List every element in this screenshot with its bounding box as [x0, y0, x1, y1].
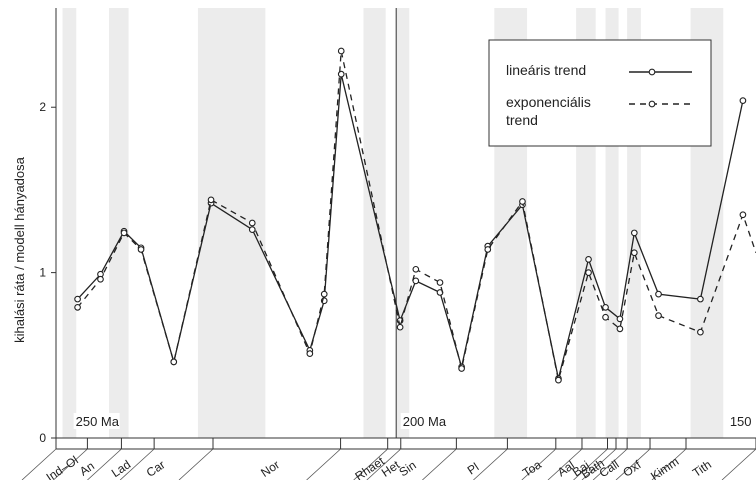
stage-label-Sin: Sin	[396, 458, 418, 479]
time-label: 200 Ma	[403, 414, 447, 429]
stage-label-Tith: Tith	[690, 457, 714, 480]
stage-boundary-slant-9	[473, 448, 508, 480]
series-1-point-3	[137, 246, 145, 253]
series-1-point-19	[616, 325, 624, 333]
y-tick-label-0: 0	[39, 431, 46, 445]
series-0-point-6	[248, 226, 256, 233]
series-1-point-10	[396, 323, 404, 331]
series-1-point-8	[320, 290, 328, 298]
stage-label-Nor: Nor	[258, 457, 282, 479]
series-1-point-7	[306, 350, 314, 358]
series-0-point-9	[337, 70, 345, 78]
series-0-point-0	[74, 295, 81, 303]
stage-boundary-slant-11	[547, 448, 583, 480]
legend-label-linear: lineáris trend	[506, 62, 586, 78]
stage-label-Ind–Ol: Ind–Ol	[44, 453, 81, 480]
stage-label-Toa: Toa	[520, 457, 544, 480]
time-label: 250 Ma	[76, 414, 120, 429]
series-1-point-1	[97, 275, 104, 283]
stage-boundary-slant-10	[521, 448, 557, 480]
stage-boundary-slant-15	[615, 448, 651, 480]
series-1-point-21	[655, 312, 662, 319]
stage-label-Lad: Lad	[109, 457, 133, 480]
stage-boundary-slant-4	[178, 448, 214, 480]
stage-band-0	[62, 8, 77, 438]
series-0-point-11	[412, 277, 420, 285]
series-1-point-2	[120, 229, 128, 237]
series-0-point-23	[739, 97, 747, 104]
series-1-point-23	[739, 211, 747, 219]
stage-band-4	[396, 8, 410, 438]
series-0-point-20	[630, 229, 638, 237]
stage-boundary-slant-17	[721, 448, 756, 480]
series-lines	[74, 47, 756, 384]
series-1-point-18	[602, 313, 609, 321]
series-1-point-6	[248, 219, 256, 227]
legend-marker-exponential	[648, 100, 656, 108]
series-0-point-21	[655, 290, 662, 298]
time-label: 150 Ma	[730, 414, 756, 429]
time-label-bg-0	[73, 413, 120, 429]
series-0-point-19	[616, 315, 624, 323]
time-label-bg-2	[727, 413, 756, 429]
legend: lineáris trend exponenciális trend	[488, 39, 712, 147]
y-axis: kihalási ráta / modell hányadosa 0 1 2	[12, 100, 56, 445]
series-0-point-17	[585, 256, 592, 263]
series-1-point-12	[436, 279, 444, 286]
series-1-point-5	[207, 196, 215, 204]
series-0-point-18	[602, 303, 609, 311]
stage-band-3	[363, 8, 386, 438]
time-label-bg-1	[400, 413, 447, 429]
stage-boundary-slant-13	[581, 448, 617, 480]
series-1-point-4	[170, 358, 178, 366]
series-1-point-11	[412, 265, 420, 273]
stage-boundary-slant-5	[306, 448, 341, 480]
plot-frame	[55, 8, 756, 439]
stage-boundary-slant-1	[53, 448, 88, 480]
stage-label-An: An	[77, 459, 97, 479]
stage-boundary-slant-14	[592, 448, 628, 480]
stage-boundary-slant-6	[353, 448, 388, 480]
stage-label-Car: Car	[144, 457, 168, 479]
stage-boundary-slant-0	[21, 448, 57, 480]
stage-label-Oxf: Oxf	[620, 457, 644, 479]
y-tick-label-2: 2	[39, 100, 46, 114]
time-labels: 250 Ma 200 Ma 150 Ma	[73, 413, 756, 429]
series-1-point-9	[337, 47, 345, 55]
y-axis-label: kihalási ráta / modell hányadosa	[12, 156, 27, 342]
stage-boundary-slant-12	[573, 448, 608, 480]
stage-boundary-slant-8	[422, 448, 457, 480]
stage-boundary-slant-3	[119, 448, 155, 480]
stage-boundary-slant-16	[651, 448, 687, 480]
series-1-point-20	[630, 249, 638, 257]
series-1-point-15	[519, 198, 526, 205]
legend-marker-linear	[648, 68, 656, 76]
series-1-point-17	[585, 269, 592, 276]
series-1-point-13	[458, 365, 465, 372]
stage-band-1	[108, 8, 129, 438]
series-1-point-0	[74, 303, 81, 311]
series-1-point-14	[484, 246, 492, 253]
legend-label-exponential-1: exponenciális	[506, 94, 591, 110]
stage-boundary-slant-7	[366, 448, 402, 480]
series-0-point-22	[697, 295, 704, 303]
legend-box	[488, 39, 712, 147]
series-1-point-22	[697, 328, 704, 336]
y-tick-label-1: 1	[39, 266, 46, 280]
series-1-point-16	[555, 376, 562, 384]
stage-boundary-slant-2	[87, 448, 122, 480]
legend-label-exponential-2: trend	[506, 112, 538, 128]
